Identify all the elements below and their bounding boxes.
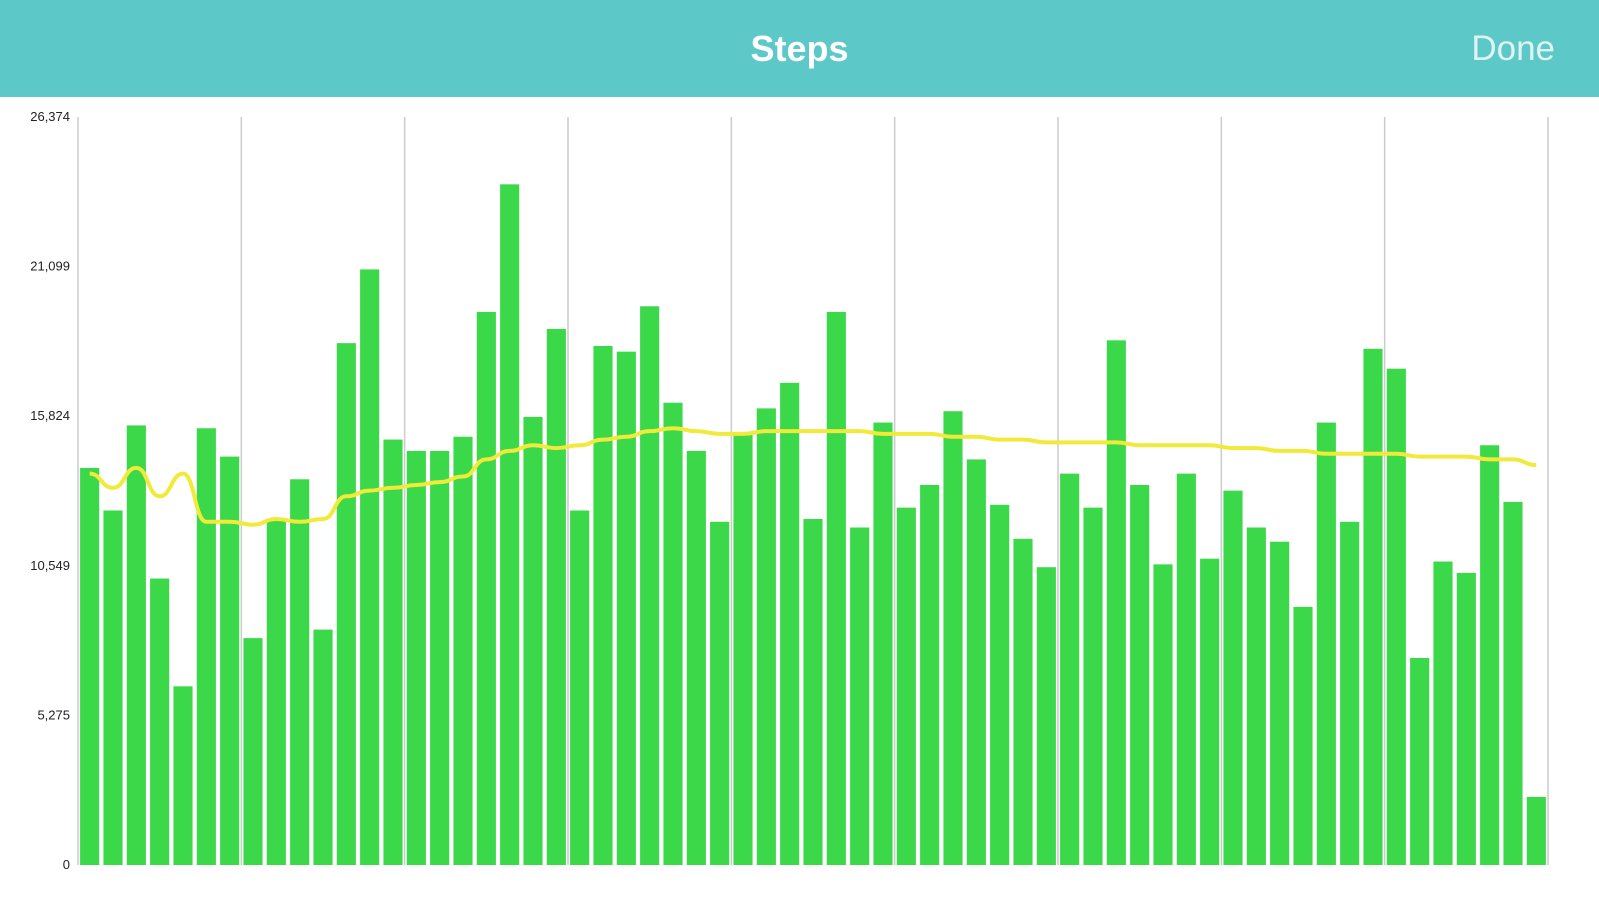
bar bbox=[1340, 521, 1360, 865]
bar bbox=[383, 439, 403, 865]
bar bbox=[1456, 572, 1476, 865]
bar bbox=[500, 184, 520, 865]
bar bbox=[1316, 422, 1336, 865]
bar bbox=[593, 345, 613, 865]
bar bbox=[1246, 527, 1266, 865]
bar bbox=[966, 459, 986, 865]
bar bbox=[173, 686, 193, 865]
bar bbox=[430, 450, 450, 865]
bar bbox=[1293, 606, 1313, 865]
bar bbox=[1013, 538, 1033, 865]
bar bbox=[266, 518, 286, 865]
bar bbox=[1036, 567, 1056, 865]
y-tick-label: 26,374 bbox=[30, 109, 70, 124]
bar bbox=[686, 450, 706, 865]
bar bbox=[990, 504, 1010, 865]
bar bbox=[1130, 484, 1150, 865]
bar bbox=[1503, 501, 1523, 865]
bar bbox=[663, 402, 683, 865]
bar bbox=[476, 311, 496, 865]
bar bbox=[1410, 657, 1430, 865]
bar bbox=[360, 269, 380, 865]
bar bbox=[290, 479, 310, 865]
bar bbox=[150, 578, 170, 865]
navigation-bar: Steps Done bbox=[0, 0, 1599, 97]
bar bbox=[803, 518, 823, 865]
bar bbox=[220, 456, 240, 865]
bar bbox=[1270, 541, 1290, 865]
bar bbox=[640, 306, 660, 865]
bar bbox=[1223, 490, 1243, 865]
bar bbox=[313, 629, 333, 865]
trend-line bbox=[89, 426, 1537, 527]
steps-bar-chart: 0 5,275 10,549 15,824 21,099 26,374 bbox=[30, 109, 1549, 872]
bar bbox=[756, 408, 776, 865]
y-tick-label: 10,549 bbox=[30, 558, 70, 573]
bar bbox=[1060, 473, 1080, 865]
bar bbox=[1200, 558, 1220, 865]
page-title: Steps bbox=[750, 28, 849, 69]
bar bbox=[80, 467, 100, 865]
bar bbox=[733, 433, 753, 865]
bar bbox=[336, 343, 356, 865]
done-button[interactable]: Done bbox=[1471, 29, 1555, 68]
gridlines bbox=[77, 117, 1549, 865]
bar bbox=[1106, 340, 1126, 865]
bar bbox=[196, 428, 216, 865]
bar bbox=[570, 510, 590, 865]
y-tick-label: 5,275 bbox=[37, 707, 70, 722]
bar bbox=[546, 328, 566, 866]
bar bbox=[1363, 348, 1383, 865]
y-tick-label: 15,824 bbox=[30, 408, 70, 423]
bar bbox=[710, 521, 730, 865]
trend-line-layer bbox=[89, 426, 1537, 527]
bar bbox=[616, 351, 636, 865]
y-tick-label: 21,099 bbox=[30, 259, 70, 274]
bar bbox=[873, 422, 893, 865]
bar bbox=[850, 527, 870, 865]
bar bbox=[1176, 473, 1196, 865]
bar bbox=[1480, 445, 1500, 865]
bar bbox=[896, 507, 916, 865]
bar bbox=[1433, 561, 1453, 865]
bar bbox=[1526, 796, 1546, 865]
bar bbox=[780, 382, 800, 865]
bar bbox=[920, 484, 940, 865]
bar bbox=[943, 411, 963, 865]
y-axis: 0 5,275 10,549 15,824 21,099 26,374 bbox=[30, 109, 70, 872]
bar bbox=[826, 311, 846, 865]
bar bbox=[1386, 368, 1406, 865]
y-tick-label: 0 bbox=[63, 857, 70, 872]
bar bbox=[523, 416, 543, 865]
bar bbox=[406, 450, 426, 865]
bar bbox=[243, 638, 263, 865]
bar bbox=[1153, 564, 1173, 865]
bar bbox=[126, 425, 146, 865]
bar bbox=[453, 436, 473, 865]
bar bbox=[103, 510, 123, 865]
bar bbox=[1083, 507, 1103, 865]
bars bbox=[80, 184, 1546, 866]
